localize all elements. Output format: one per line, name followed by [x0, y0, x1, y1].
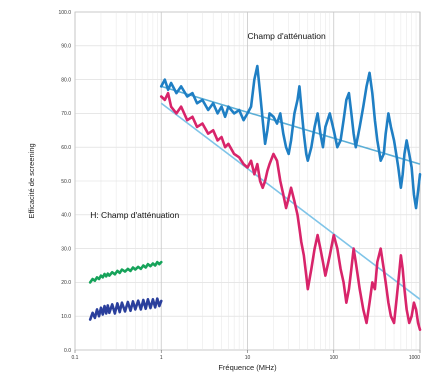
y-axis-label: Efficacité de screening	[27, 143, 36, 218]
y-tick-label: 0.0	[64, 348, 71, 354]
y-tick-label: 50.0	[61, 179, 71, 185]
series-line	[88, 297, 163, 321]
y-tick-label: 100.0	[58, 10, 71, 16]
y-tick-label: 60.0	[61, 145, 71, 151]
y-tick-label: 20.0	[61, 280, 71, 286]
x-axis-label: Fréquence (MHz)	[218, 363, 277, 372]
x-tick-label: 1000	[409, 355, 420, 361]
y-tick-labels: 0.0 10.0 20.0 30.0 40.0 50.0 60.0 70.0 80.0 90.0 1…	[58, 10, 71, 354]
y-tick-label: 90.0	[61, 44, 71, 50]
x-tick-labels: 0.1 1 10 100 1000	[72, 350, 421, 361]
y-tick-label: 10.0	[61, 314, 71, 320]
x-tick-label: 0.1	[72, 355, 79, 361]
trend-line	[161, 85, 421, 165]
x-tick-label: 100	[330, 355, 339, 361]
y-tick-label: 40.0	[61, 213, 71, 219]
series-line	[88, 260, 163, 284]
y-tick-label: 70.0	[61, 111, 71, 117]
chart-annotation: Champ d'atténuation	[248, 31, 326, 41]
x-tick-label: 1	[160, 355, 163, 361]
data-series	[88, 64, 422, 332]
y-tick-label: 80.0	[61, 77, 71, 83]
chart-annotation: H: Champ d'atténuation	[90, 210, 179, 220]
annotations: Champ d'atténuation H: Champ d'atténuatio…	[90, 31, 326, 220]
series-line	[159, 91, 422, 332]
series-line	[159, 64, 422, 210]
x-tick-label: 10	[245, 355, 251, 361]
y-tick-label: 30.0	[61, 246, 71, 252]
